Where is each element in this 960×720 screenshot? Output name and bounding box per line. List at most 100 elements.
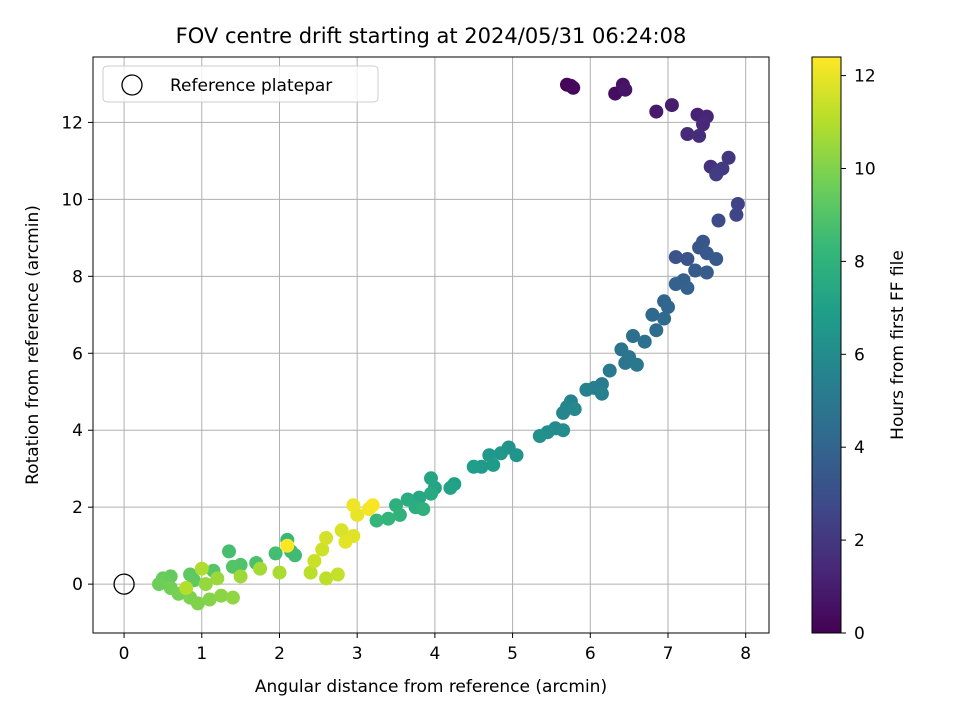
- data-point: [493, 446, 508, 461]
- data-point: [692, 128, 707, 143]
- data-point: [709, 252, 724, 266]
- data-point: [649, 323, 664, 338]
- data-point: [645, 307, 660, 322]
- chart-title: FOV centre drift starting at 2024/05/31 …: [176, 24, 687, 48]
- x-tick-label: 5: [507, 644, 518, 664]
- data-point: [315, 542, 330, 557]
- data-point: [272, 565, 287, 580]
- colorbar-tick-label: 8: [854, 252, 865, 272]
- data-point: [214, 588, 229, 603]
- data-point: [629, 357, 644, 372]
- colorbar-tick-label: 10: [854, 159, 876, 179]
- data-point: [225, 590, 240, 605]
- y-axis-ticks: 0 2 4 6 8 10 12: [61, 113, 93, 595]
- data-point: [579, 382, 594, 397]
- data-point: [730, 197, 745, 211]
- colorbar-tick-label: 0: [854, 624, 865, 644]
- data-point: [280, 538, 295, 553]
- data-point: [594, 386, 609, 401]
- data-point: [556, 405, 571, 420]
- x-axis-ticks: 0 1 2 3 4 5 6 7 8: [119, 633, 751, 664]
- data-point: [466, 459, 481, 474]
- y-tick-label: 0: [72, 575, 83, 595]
- y-tick-label: 6: [72, 344, 83, 364]
- data-point: [668, 250, 683, 265]
- x-tick-label: 6: [585, 644, 596, 664]
- data-points: [113, 77, 745, 611]
- data-point: [225, 559, 240, 574]
- data-point: [346, 498, 361, 513]
- data-point: [661, 300, 675, 315]
- y-tick-label: 2: [72, 498, 83, 518]
- data-point: [711, 213, 726, 228]
- data-point: [509, 448, 524, 463]
- colorbar: [811, 56, 842, 634]
- data-point: [680, 252, 695, 266]
- data-point: [392, 507, 407, 522]
- data-point: [696, 234, 710, 249]
- data-point: [210, 571, 225, 586]
- colorbar-tick-label: 2: [854, 531, 865, 551]
- data-point: [222, 544, 236, 559]
- data-point: [424, 471, 438, 486]
- data-point: [424, 486, 438, 501]
- data-point: [680, 280, 695, 295]
- legend: Reference platepar: [102, 65, 379, 103]
- legend-box: [102, 65, 379, 103]
- data-point: [649, 104, 664, 119]
- data-point: [288, 548, 302, 563]
- data-point: [556, 423, 571, 438]
- y-tick-label: 8: [72, 267, 83, 287]
- data-point: [190, 596, 205, 611]
- colorbar-tick-label: 12: [854, 67, 876, 87]
- data-point: [179, 581, 194, 595]
- colorbar-tick-label: 6: [854, 345, 865, 365]
- legend-entry-reference: Reference platepar: [170, 76, 332, 96]
- data-point: [532, 429, 547, 443]
- data-point: [602, 363, 617, 378]
- data-point: [618, 355, 633, 370]
- x-tick-label: 2: [274, 644, 285, 664]
- data-point: [319, 571, 334, 586]
- legend-reference-marker: [121, 74, 143, 96]
- data-point: [729, 207, 744, 222]
- colorbar-tick-label: 4: [854, 438, 865, 458]
- data-point: [567, 402, 582, 417]
- y-tick-label: 12: [61, 113, 83, 133]
- data-point: [657, 311, 672, 326]
- data-point: [626, 329, 640, 343]
- data-point: [268, 546, 283, 561]
- data-point: [618, 82, 633, 97]
- data-point: [486, 457, 501, 472]
- data-point: [637, 334, 652, 349]
- data-point: [680, 127, 695, 141]
- data-point: [338, 534, 353, 549]
- data-point: [330, 567, 345, 582]
- x-tick-label: 4: [429, 644, 440, 664]
- data-point: [233, 569, 248, 584]
- colorbar-label: Hours from first FF file: [888, 250, 908, 440]
- data-point: [688, 263, 703, 278]
- data-point: [369, 513, 384, 528]
- data-point: [198, 577, 213, 592]
- y-tick-label: 4: [72, 421, 83, 441]
- data-point: [365, 498, 380, 513]
- x-tick-label: 8: [740, 644, 751, 664]
- data-point: [381, 511, 396, 526]
- data-point: [721, 150, 736, 165]
- data-point: [443, 480, 458, 495]
- x-tick-label: 0: [119, 644, 130, 664]
- data-point: [334, 523, 349, 538]
- x-tick-label: 7: [663, 644, 674, 664]
- data-point: [152, 577, 166, 592]
- colorbar-ticks: 0 2 4 6 8 10 12: [841, 67, 876, 644]
- reference-platepar-marker: [113, 573, 135, 595]
- x-tick-label: 3: [352, 644, 363, 664]
- data-point: [194, 561, 209, 576]
- data-point: [416, 502, 431, 517]
- x-tick-label: 1: [196, 644, 207, 664]
- y-axis-label: Rotation from reference (arcmin): [23, 205, 43, 485]
- data-point: [696, 117, 710, 132]
